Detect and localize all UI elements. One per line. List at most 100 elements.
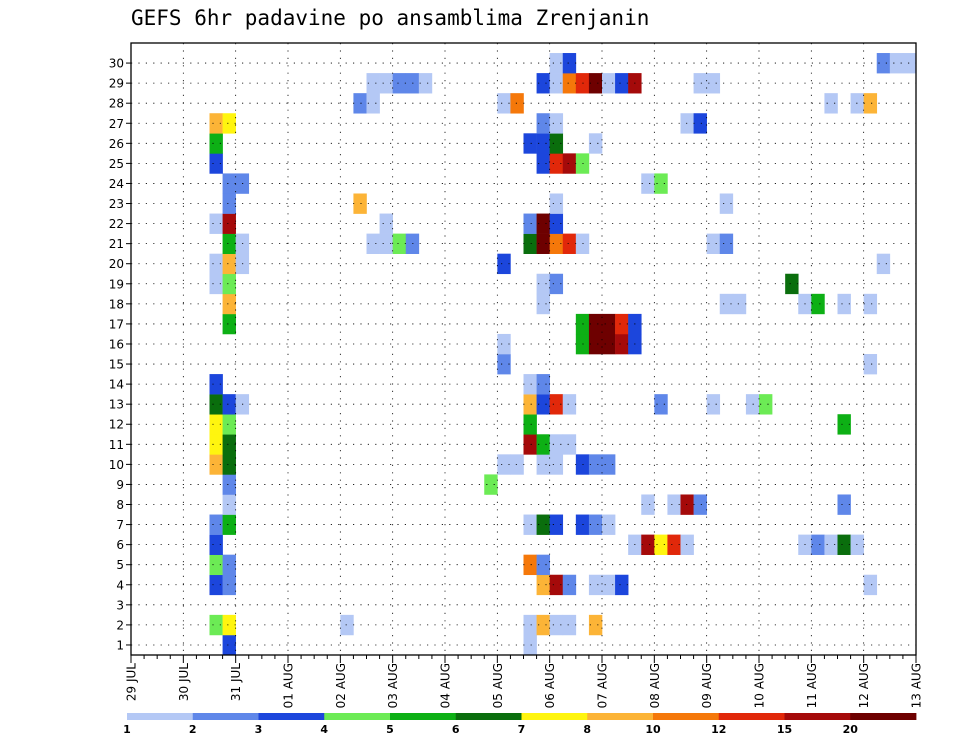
heatmap-cell-8 bbox=[562, 614, 577, 636]
legend-label: 10 bbox=[645, 723, 661, 736]
x-tick-label: 07 AUG bbox=[596, 663, 610, 708]
heatmap-cell-79 bbox=[759, 394, 773, 415]
heatmap-cell-26 bbox=[654, 534, 668, 555]
heatmap-cell-1 bbox=[523, 634, 537, 656]
heatmap-cell-37 bbox=[536, 514, 550, 535]
heatmap-cell-105 bbox=[209, 273, 223, 295]
heatmap-cell-51 bbox=[222, 454, 236, 475]
y-tick-label: 21 bbox=[109, 237, 124, 251]
legend-swatch bbox=[521, 713, 588, 720]
heatmap-cell-43 bbox=[641, 494, 655, 515]
heatmap-cell-62 bbox=[536, 434, 550, 455]
y-tick-label: 28 bbox=[109, 97, 124, 111]
heatmap-cell-23 bbox=[209, 534, 223, 555]
y-tick-label: 12 bbox=[109, 418, 124, 432]
heatmap-cell-114 bbox=[876, 253, 891, 275]
heatmap-cell-21 bbox=[523, 554, 537, 576]
heatmap-cell-111 bbox=[222, 253, 236, 275]
y-tick-label: 5 bbox=[116, 558, 124, 572]
x-tick-label: 13 AUG bbox=[910, 663, 924, 708]
heatmap-cell-25 bbox=[641, 534, 655, 555]
heatmap-cell-2 bbox=[209, 614, 223, 636]
heatmap-cell-54 bbox=[536, 454, 550, 475]
heatmap-cell-13 bbox=[549, 574, 564, 596]
heatmap-cell-109 bbox=[785, 273, 799, 295]
x-tick-label: 03 AUG bbox=[386, 663, 400, 708]
legend-swatch bbox=[455, 713, 522, 720]
heatmap-cell-132 bbox=[536, 213, 550, 234]
heatmap-cell-129 bbox=[222, 213, 236, 234]
heatmap-cell-106 bbox=[222, 273, 236, 295]
heatmap-cell-175 bbox=[602, 73, 616, 94]
heatmap-cell-107 bbox=[536, 273, 550, 295]
heatmap-cell-32 bbox=[837, 534, 851, 555]
heatmap-cell-11 bbox=[222, 574, 236, 596]
legend-label: 12 bbox=[711, 723, 726, 736]
y-tick-label: 8 bbox=[116, 498, 124, 512]
heatmap-cell-5 bbox=[523, 614, 537, 636]
y-tick-label: 27 bbox=[109, 117, 124, 131]
heatmap-cell-84 bbox=[863, 354, 878, 375]
y-tick-label: 25 bbox=[109, 157, 124, 171]
heatmap-cell-10 bbox=[209, 574, 223, 596]
heatmap-cell-164 bbox=[863, 93, 878, 114]
heatmap-cell-58 bbox=[602, 454, 616, 475]
heatmap-cell-48 bbox=[222, 474, 236, 495]
x-tick-label: 06 AUG bbox=[543, 663, 557, 708]
heatmap-cell-40 bbox=[588, 514, 603, 535]
legend-label: 1 bbox=[123, 723, 131, 736]
heatmap-cell-85 bbox=[497, 333, 511, 355]
heatmap-cell-22 bbox=[536, 554, 550, 576]
heatmap-cell-171 bbox=[549, 73, 564, 94]
heatmap-cell-55 bbox=[549, 454, 564, 475]
heatmap-cell-155 bbox=[549, 113, 564, 134]
legend-label: 7 bbox=[518, 723, 526, 736]
chart-title: GEFS 6hr padavine po ansamblima Zrenjani… bbox=[131, 6, 649, 30]
heatmap-cell-93 bbox=[588, 313, 603, 335]
x-tick-label: 31 JUL bbox=[229, 663, 243, 701]
heatmap-cell-65 bbox=[209, 414, 223, 435]
heatmap-cell-117 bbox=[366, 233, 380, 254]
legend-label: 6 bbox=[452, 723, 460, 736]
x-tick-label: 05 AUG bbox=[491, 663, 505, 708]
y-tick-label: 30 bbox=[109, 57, 124, 71]
y-tick-label: 7 bbox=[116, 518, 124, 532]
heatmap-cell-178 bbox=[693, 73, 707, 94]
heatmap-cell-142 bbox=[209, 153, 223, 174]
heatmap-cell-121 bbox=[523, 233, 537, 254]
heatmap-cell-151 bbox=[588, 133, 603, 154]
heatmap-cell-88 bbox=[602, 333, 616, 355]
heatmap-cell-53 bbox=[510, 454, 524, 475]
heatmap-cell-144 bbox=[549, 153, 564, 174]
heatmap-cell-141 bbox=[654, 173, 668, 194]
y-tick-label: 4 bbox=[116, 578, 124, 592]
heatmap-cell-183 bbox=[889, 53, 904, 74]
x-tick-label: 30 JUL bbox=[177, 663, 191, 701]
heatmap-cell-124 bbox=[562, 233, 577, 254]
color-legend: 1 2 3 4 5 6 7 8 10 12 15 20 bbox=[123, 713, 917, 736]
heatmap-cell-42 bbox=[222, 494, 236, 515]
heatmap-cell-172 bbox=[562, 73, 577, 94]
heatmap-cell-148 bbox=[523, 133, 537, 154]
heatmap-cell-184 bbox=[902, 53, 917, 74]
heatmap-cell-34 bbox=[209, 514, 223, 535]
x-axis-ticks: 29 JUL 30 JUL 31 JUL 01 AUG 02 AUG 03 AUG 04 A… bbox=[125, 655, 924, 708]
legend-swatch bbox=[784, 713, 851, 720]
y-tick-label: 2 bbox=[116, 618, 124, 632]
y-tick-label: 6 bbox=[116, 538, 124, 552]
heatmap-cell-103 bbox=[837, 293, 851, 315]
y-tick-label: 19 bbox=[109, 277, 124, 291]
legend-label: 15 bbox=[777, 723, 792, 736]
legend-label: 3 bbox=[255, 723, 263, 736]
heatmap-cell-115 bbox=[222, 233, 236, 254]
heatmap-cell-128 bbox=[209, 213, 223, 234]
heatmap-cell-138 bbox=[222, 173, 236, 194]
heatmap-cell-95 bbox=[615, 313, 629, 335]
heatmap-cell-158 bbox=[353, 93, 367, 114]
heatmap-cell-174 bbox=[588, 73, 603, 94]
x-tick-label: 11 AUG bbox=[805, 663, 819, 708]
heatmap-cell-152 bbox=[209, 113, 223, 134]
heatmap-cell-50 bbox=[209, 454, 223, 475]
heatmap-cell-119 bbox=[392, 233, 407, 254]
